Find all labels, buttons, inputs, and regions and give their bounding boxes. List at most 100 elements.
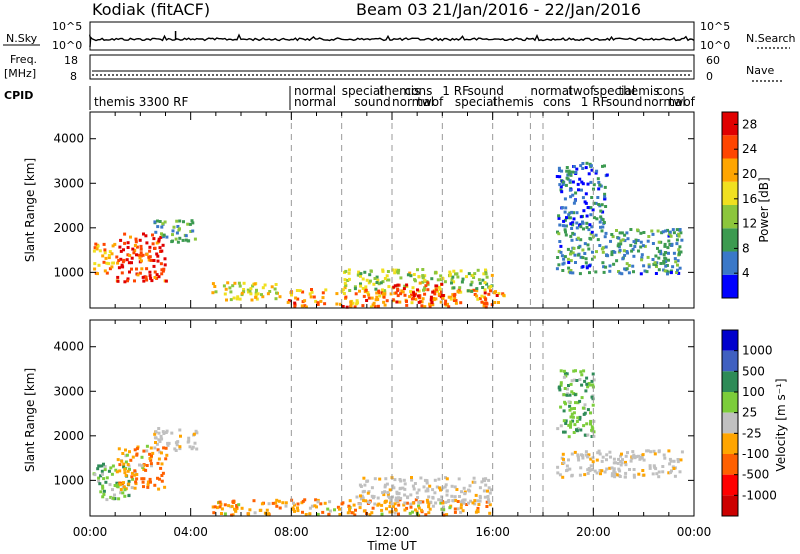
echo-cell [633,456,637,460]
echo-cell [130,261,133,265]
echo-cell [238,297,242,301]
power-colorbar-tick-label: 24 [742,142,757,156]
echo-cell [394,291,398,295]
echo-cell [231,284,235,288]
echo-cell [237,503,241,507]
echo-cell [149,480,152,484]
echo-cell [122,462,126,466]
echo-cell [215,506,219,510]
echo-cell [368,279,372,283]
echo-cell [118,463,122,467]
echo-cell [581,248,585,252]
power-colorbar-tick-label: 20 [742,167,757,181]
echo-cell [669,470,672,474]
echo-cell [365,299,369,302]
echo-cell [156,219,159,223]
echo-cell [666,228,669,232]
echo-cell [569,271,573,275]
echo-cell [558,240,562,243]
echo-cell [458,286,462,290]
echo-cell [619,463,623,467]
echo-cell [570,452,574,456]
echo-cell [277,499,281,503]
echo-cell [120,263,124,267]
echo-cell [139,247,143,251]
echo-cell [569,250,573,254]
echo-cell [127,494,131,498]
velocity-colorbar-swatch [722,392,738,413]
echo-cell [581,167,585,170]
echo-cell [186,222,190,226]
echo-cell [419,476,423,480]
echo-cell [587,172,591,176]
echo-cell [165,429,169,433]
echo-cell [456,289,460,293]
echo-cell [625,262,629,266]
y-tick-label: 2000 [53,221,84,235]
echo-cell [370,494,374,498]
echo-cell [362,509,366,513]
echo-cell [220,512,223,515]
echo-cell [602,270,606,274]
echo-cell [303,299,307,303]
echo-cell [621,458,624,462]
echo-cell [559,405,563,409]
echo-cell [383,292,387,296]
echo-cell [446,500,450,503]
echo-cell [463,490,467,494]
echo-cell [160,479,164,483]
echo-cell [263,511,267,515]
echo-cell [453,510,457,514]
echo-cell [568,180,572,184]
echo-cell [383,483,387,487]
echo-cell [133,448,137,452]
echo-cell [162,432,166,435]
echo-cell [459,269,463,273]
echo-cell [484,297,488,301]
echo-cell [174,449,178,452]
echo-cell [154,441,157,444]
echo-cell [559,250,563,254]
echo-cell [335,302,339,306]
echo-cell [576,416,580,420]
echo-cell [119,238,123,242]
echo-cell [380,508,384,512]
echo-cell [150,464,153,468]
echo-cell [129,235,132,239]
echo-cell [620,461,624,465]
echo-cell [590,230,594,234]
echo-cell [590,168,594,172]
echo-cell [586,182,590,186]
echo-cell [595,458,599,462]
echo-cell [373,477,377,481]
echo-cell [356,301,359,305]
echo-cell [403,487,407,491]
echo-cell [664,264,668,268]
power-cpid-dashes [290,112,594,308]
echo-cell [341,305,345,308]
echo-cell [116,261,120,265]
echo-cell [610,466,614,470]
echo-cell [122,485,126,489]
y-tick-label: 2000 [53,429,84,443]
echo-cell [118,469,122,473]
echo-cell [124,448,127,452]
echo-cell [412,273,416,276]
freq-strip-frame [89,54,695,80]
echo-cell [667,251,670,255]
echo-cell [148,270,152,274]
echo-cell [640,258,644,262]
echo-cell [442,508,446,512]
echo-cell [653,261,657,265]
echo-cell [488,511,492,515]
echo-cell [426,489,430,493]
echo-cell [251,284,255,288]
echo-cell [242,288,246,291]
echo-cell [138,238,142,242]
echo-cell [296,506,299,510]
echo-cell [569,382,573,386]
echo-cell [226,281,230,285]
echo-cell [116,485,120,489]
echo-cell [178,447,182,451]
echo-cell [355,299,359,303]
